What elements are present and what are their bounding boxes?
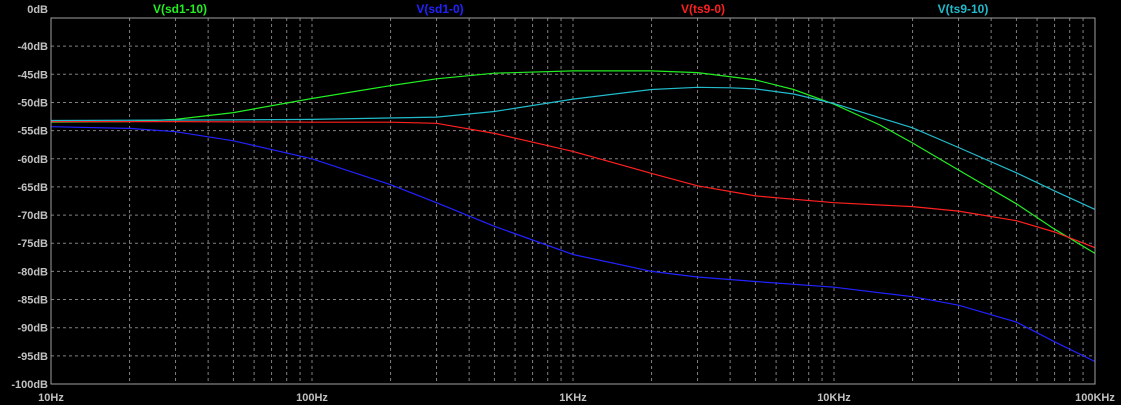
y-tick-label: -50dB — [17, 97, 48, 109]
series-line-3 — [51, 120, 1096, 249]
y-tick-label: -40dB — [17, 41, 48, 53]
y-tick-label: -80dB — [17, 266, 48, 278]
y-tick-label: -95dB — [17, 351, 48, 363]
series-line-2 — [50, 126, 1096, 363]
y-tick-label: -70dB — [17, 210, 48, 222]
plot-curves — [50, 70, 1096, 363]
x-tick-label: 1KHz — [559, 392, 587, 404]
y-tick-label: -45dB — [17, 69, 48, 81]
x-tick-label: 10KHz — [817, 392, 851, 404]
x-tick-label: 10Hz — [38, 392, 64, 404]
series-line-1 — [50, 70, 1096, 254]
y-tick-label: -100dB — [11, 379, 48, 391]
x-tick-label: 100KHz — [1075, 392, 1115, 404]
y-tick-label: -85dB — [17, 295, 48, 307]
legend-item-1: V(sd1-10) — [153, 2, 207, 16]
legend: V(sd1-10) V(sd1-0) V(ts9-0) V(ts9-10) — [153, 2, 988, 16]
y-tick-label: -60dB — [17, 154, 48, 166]
legend-item-4: V(ts9-10) — [938, 2, 989, 16]
y-tick-labels: 0dB -40dB -45dB -50dB -55dB -60dB -65dB -70dB -7… — [11, 4, 48, 391]
plot-frame — [50, 17, 1096, 385]
y-tick-label: 0dB — [27, 4, 48, 16]
legend-item-2: V(sd1-0) — [416, 2, 463, 16]
x-tick-label: 100Hz — [296, 392, 328, 404]
y-tick-label: -90dB — [17, 323, 48, 335]
y-tick-label: -55dB — [17, 126, 48, 138]
y-tick-label: -75dB — [17, 238, 48, 250]
x-tick-labels: 10Hz 100Hz 1KHz 10KHz 100KHz — [38, 392, 1115, 404]
series-line-4 — [50, 86, 1096, 210]
legend-item-3: V(ts9-0) — [681, 2, 725, 16]
y-tick-label: -65dB — [17, 182, 48, 194]
